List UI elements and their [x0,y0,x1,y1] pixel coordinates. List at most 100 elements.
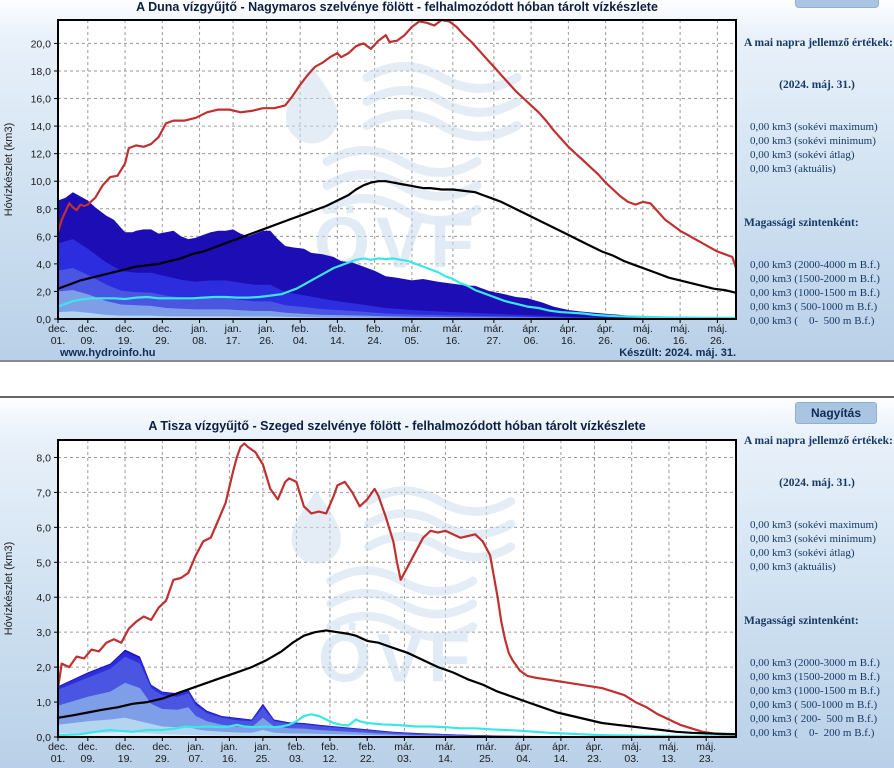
svg-text:feb.: feb. [329,323,347,335]
svg-text:dec.: dec. [48,741,68,753]
series-line [56,180,738,294]
svg-text:19.: 19. [118,335,133,347]
panel-header: A mai napra jellemző értékek: [744,435,893,447]
series-line [56,257,738,319]
panel-value: 0,00 km3 (sokévi minimum) [750,533,876,545]
svg-text:jan.: jan. [253,741,271,753]
svg-text:14,0: 14,0 [31,121,52,133]
svg-text:máj.: máj. [659,741,679,753]
ovf-watermark-logo: ÖVF [286,62,522,284]
panel-value: 0,00 km3 ( 200- 500 m B.f.) [750,713,878,725]
svg-text:06.: 06. [524,335,539,347]
y-axis-label: Hóvízkészlet (km3) [3,542,15,636]
svg-text:19.: 19. [118,753,133,765]
panel-value: 0,00 km3 (1500-2000 m B.f.) [750,273,880,285]
panel-value: 0,00 km3 (sokévi átlag) [750,547,855,559]
panel-level-values: 0,00 km3 (2000-3000 m B.f.) 0,00 km3 (150… [744,656,894,740]
panel-value: 0,00 km3 ( 0- 200 m B.f.) [750,727,875,739]
svg-text:máj.: máj. [633,323,653,335]
series-line [56,713,738,738]
nagyitas-button[interactable]: Nagyítás [795,402,877,424]
panel-value: 0,00 km3 (2000-4000 m B.f.) [750,259,880,271]
panel-value: 0,00 km3 (sokévi minimum) [750,135,876,147]
svg-text:jan.: jan. [190,323,208,335]
panel-value: 0,00 km3 ( 500-1000 m B.f.) [750,699,878,711]
svg-text:08.: 08. [192,335,207,347]
panel-date: (2024. máj. 31.) [779,79,855,91]
panel-value: 0,00 km3 (sokévi maximum) [750,121,878,133]
svg-text:6,0: 6,0 [36,231,51,243]
svg-text:dec.: dec. [115,323,135,335]
svg-text:0,0: 0,0 [36,314,51,326]
panel-levels-header: Magassági szintenként: [744,615,859,627]
svg-text:03.: 03. [624,753,639,765]
svg-text:12.: 12. [323,753,338,765]
panel-today-values: 0,00 km3 (sokévi maximum) 0,00 km3 (sokév… [744,518,894,574]
band-area [58,731,736,737]
svg-text:16.: 16. [673,335,688,347]
panel-value: 0,00 km3 (sokévi átlag) [750,149,855,161]
svg-text:ápr.: ápr. [515,741,533,753]
svg-text:már.: már. [394,741,414,753]
svg-text:már.: már. [435,741,455,753]
section-divider [0,362,894,398]
panel-value: 0,00 km3 (1000-1500 m B.f.) [750,287,880,299]
svg-text:dec.: dec. [152,741,172,753]
svg-text:16.: 16. [222,753,237,765]
svg-text:már.: már. [476,741,496,753]
svg-text:4,0: 4,0 [36,592,51,604]
panel-value: 0,00 km3 ( 0- 500 m B.f.) [750,315,875,327]
panel-today-values: 0,00 km3 (sokévi maximum) 0,00 km3 (sokév… [744,120,894,176]
panel-value: 0,00 km3 (aktuális) [750,561,836,573]
svg-text:16,0: 16,0 [31,94,52,106]
hydroinfo-url: www.hydroinfo.hu [59,347,156,359]
tisza-chart-section: Nagyítás ÖVF dec. 01. dec. 09. dec. 19. dec. 29.… [0,398,894,768]
panel-value: 0,00 km3 ( 500-1000 m B.f.) [750,301,878,313]
svg-text:jan.: jan. [257,323,275,335]
svg-text:ápr.: ápr. [560,323,578,335]
series-line [56,18,738,270]
svg-text:ápr.: ápr. [522,323,540,335]
panel-value: 0,00 km3 (1500-2000 m B.f.) [750,671,880,683]
svg-text:07.: 07. [189,753,204,765]
chart-title: A Duna vízgyűjtő - Nagymaros szelvénye f… [136,0,658,14]
svg-text:dec.: dec. [78,323,98,335]
svg-text:06.: 06. [636,335,651,347]
chart-title: A Tisza vízgyűjtő - Szeged szelvénye föl… [148,419,645,433]
svg-text:3,0: 3,0 [36,627,51,639]
svg-text:ápr.: ápr. [586,741,604,753]
panel-levels-header: Magassági szintenként: [744,217,859,229]
svg-text:már.: már. [484,323,504,335]
svg-text:8,0: 8,0 [36,452,51,464]
svg-text:jan.: jan. [186,741,204,753]
svg-text:máj.: máj. [696,741,716,753]
svg-text:feb.: feb. [288,741,306,753]
svg-text:04.: 04. [516,753,531,765]
svg-text:13.: 13. [662,753,677,765]
svg-text:6,0: 6,0 [36,522,51,534]
svg-text:26.: 26. [710,335,725,347]
svg-text:04.: 04. [293,335,308,347]
svg-text:01.: 01. [51,753,66,765]
svg-text:máj.: máj. [622,741,642,753]
series-line [56,442,738,737]
svg-text:jan.: jan. [220,741,238,753]
svg-text:ápr.: ápr. [552,741,570,753]
band-area [58,268,736,319]
panel-value: 0,00 km3 (aktuális) [750,163,836,175]
panel-level-values: 0,00 km3 (2000-4000 m B.f.) 0,00 km3 (150… [744,258,894,328]
svg-text:feb.: feb. [321,741,339,753]
panel-value: 0,00 km3 (2000-3000 m B.f.) [750,657,880,669]
panel-date: (2024. máj. 31.) [779,477,855,489]
svg-text:2,0: 2,0 [36,286,51,298]
svg-text:25.: 25. [256,753,271,765]
svg-text:dec.: dec. [152,323,172,335]
y-axis-label: Hóvízkészlet (km3) [3,123,15,217]
svg-text:dec.: dec. [78,741,98,753]
svg-text:14.: 14. [330,335,345,347]
svg-text:09.: 09. [80,753,95,765]
nagyitas-button-partial[interactable] [795,0,879,8]
tisza-info-panel: A mai napra jellemző értékek: (2024. máj… [740,398,894,768]
svg-text:23.: 23. [587,753,602,765]
